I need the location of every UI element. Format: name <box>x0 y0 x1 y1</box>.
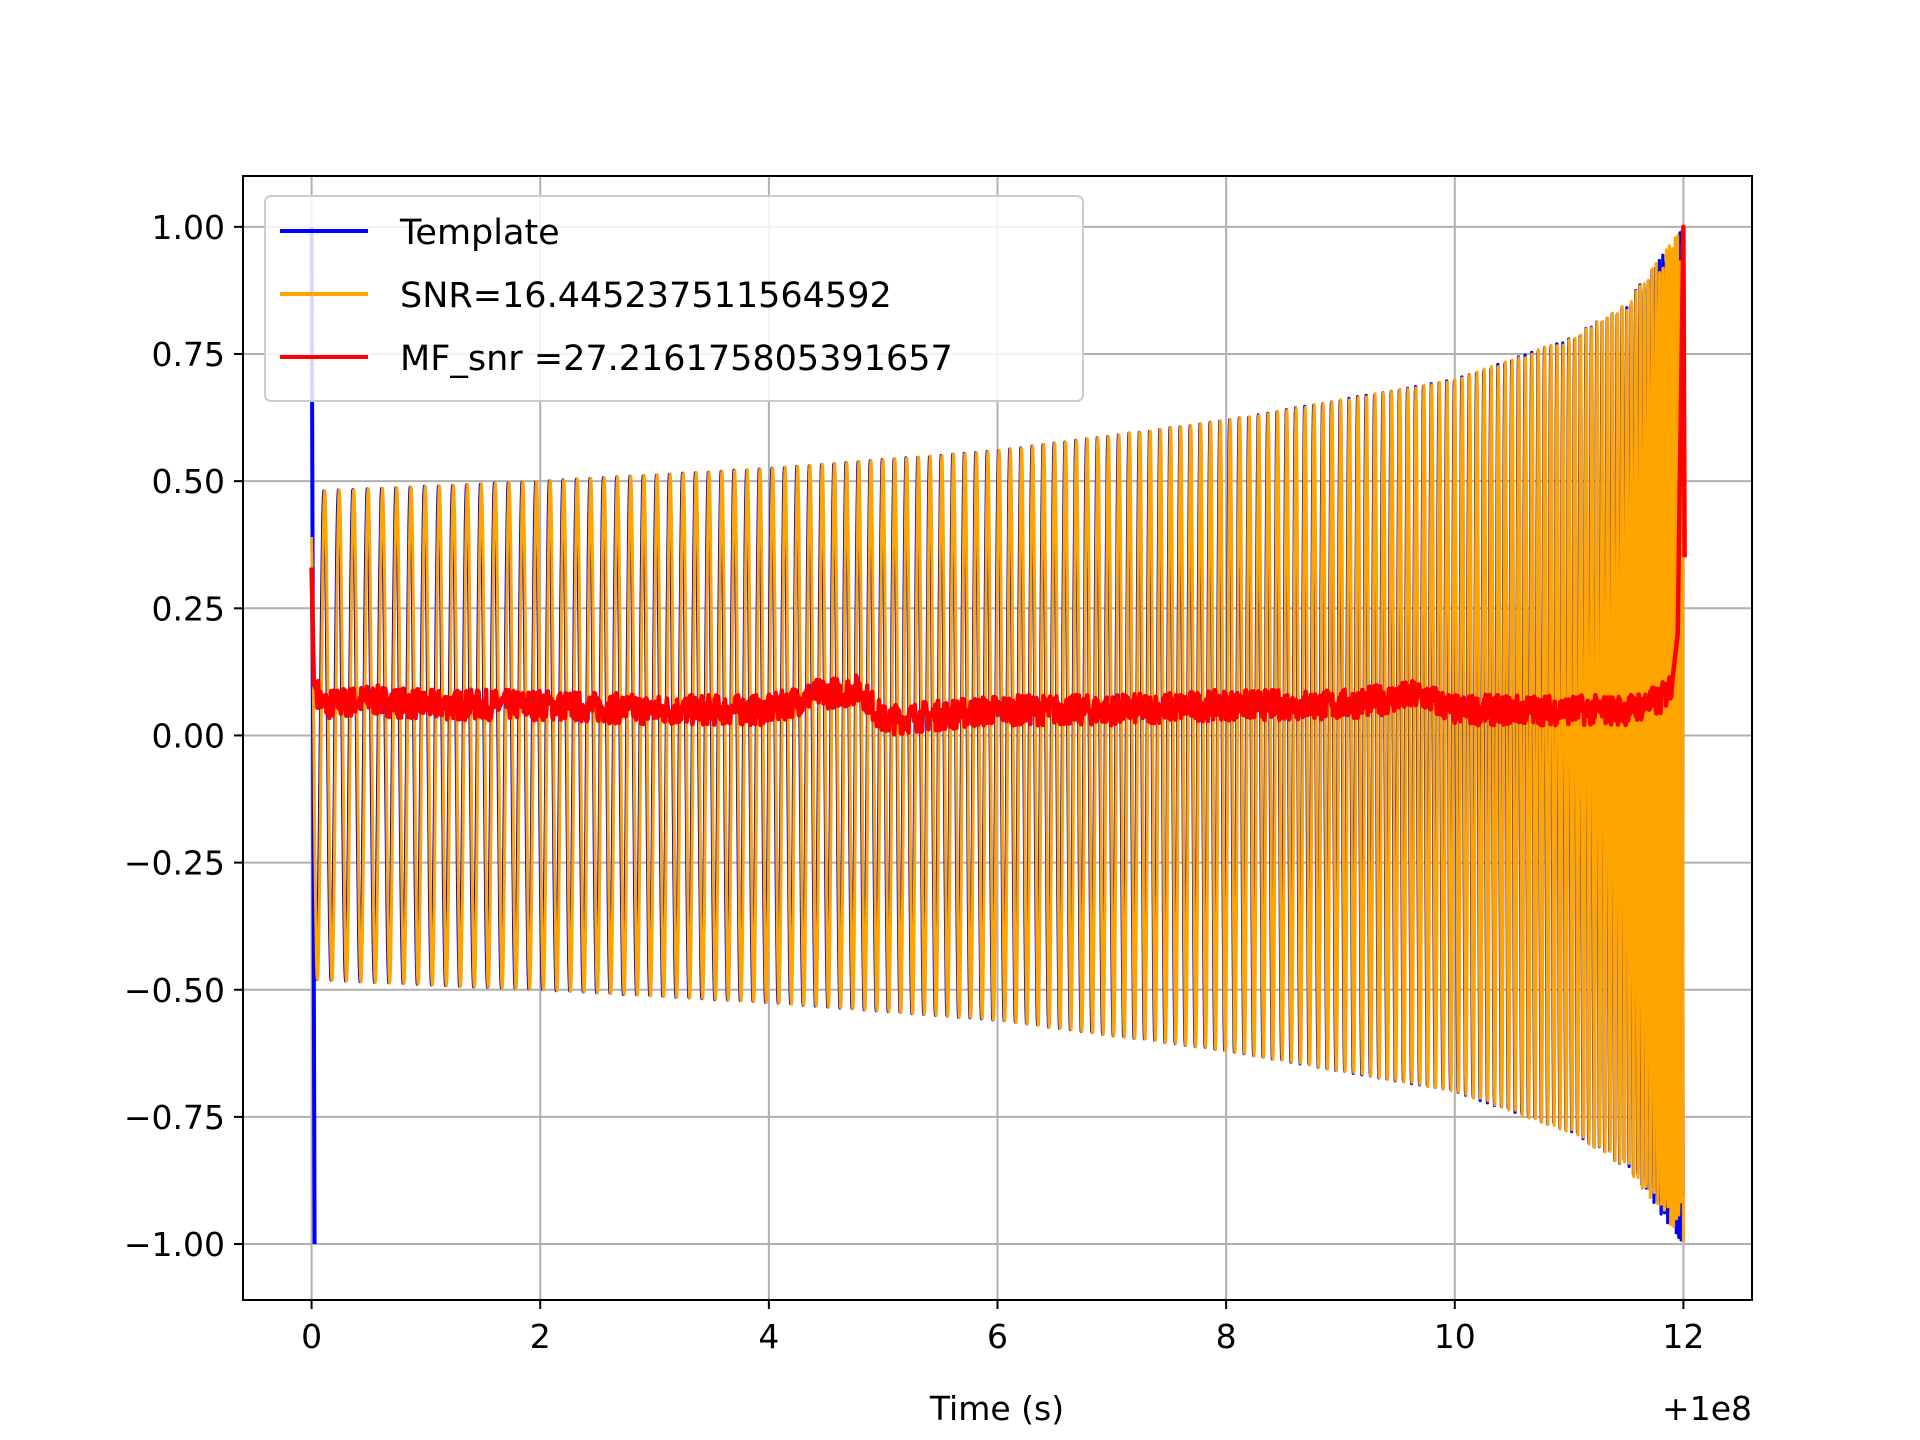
y-tick-label: −0.75 <box>124 1098 225 1137</box>
x-tick-label: 6 <box>987 1317 1008 1356</box>
y-tick-label: −1.00 <box>124 1225 225 1264</box>
x-tick-label: 4 <box>758 1317 779 1356</box>
y-tick-label: −0.50 <box>124 971 225 1010</box>
x-tick-label: 0 <box>301 1317 322 1356</box>
y-tick-label: 0.00 <box>152 716 225 755</box>
y-tick-label: −0.25 <box>124 844 225 883</box>
series-mf-snr-27-216175805391657-line <box>309 224 1687 737</box>
y-tick-label: 0.50 <box>152 462 225 501</box>
y-tick-label: 0.25 <box>152 589 225 628</box>
legend-box <box>264 195 1084 402</box>
series-snr-16-445237511564592-line <box>310 234 1685 1242</box>
legend-label-mf-snr: MF_snr =27.216175805391657 <box>400 339 953 379</box>
x-tick-label: 12 <box>1662 1317 1704 1356</box>
x-tick-label: 10 <box>1434 1317 1476 1356</box>
x-tick-label: 2 <box>530 1317 551 1356</box>
x-axis-label: Time (s) <box>929 1389 1064 1428</box>
legend-label-snr: SNR=16.445237511564592 <box>400 276 892 316</box>
legend-label-template: Template <box>399 213 560 253</box>
legend: Template SNR=16.445237511564592 MF_snr =… <box>264 195 1084 402</box>
x-tick-label: 8 <box>1216 1317 1237 1356</box>
ticks: 0 2 4 6 8 10 12 1.00 0.75 0.50 0.25 0.00 −0.25 −0.50 −… <box>124 208 1705 1356</box>
y-tick-label: 0.75 <box>152 335 225 374</box>
x-offset-label: +1e8 <box>1662 1389 1752 1428</box>
y-tick-label: 1.00 <box>152 208 225 247</box>
